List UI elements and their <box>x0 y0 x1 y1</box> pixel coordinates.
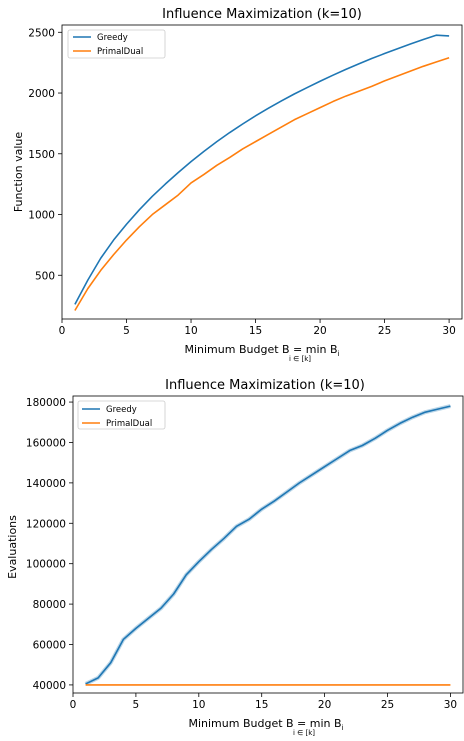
x-tick-label: 10 <box>184 325 197 337</box>
x-tick-label: 5 <box>123 325 130 337</box>
legend-box <box>67 29 166 59</box>
y-tick-label: 100000 <box>26 559 66 571</box>
chart-title: Influence Maximization (k=10) <box>165 378 365 393</box>
legend-box <box>77 400 166 430</box>
y-tick-label: 160000 <box>26 437 66 449</box>
y-axis-label: Evaluations <box>6 515 19 579</box>
x-axis-label-subscript: i ∈ [k] <box>293 729 315 737</box>
y-tick-label: 60000 <box>33 640 66 652</box>
y-tick-label: 120000 <box>26 518 66 530</box>
y-tick-label: 1500 <box>28 149 55 161</box>
plot-frame <box>61 24 463 320</box>
series-line-greedy <box>85 405 451 685</box>
x-tick-label: 10 <box>192 699 205 711</box>
y-tick-label: 140000 <box>26 478 66 490</box>
x-axis-label-subscript: i ∈ [k] <box>289 355 311 363</box>
x-tick-label: 0 <box>59 325 66 337</box>
legend: Greedy PrimalDual <box>77 400 166 430</box>
x-tick-label: 30 <box>444 699 457 711</box>
series-line-primaldual <box>74 57 450 311</box>
legend-label-primaldual: PrimalDual <box>106 419 152 429</box>
chart-evaluations: Influence Maximization (k=10) Evaluation… <box>6 378 464 737</box>
y-tick-label: 80000 <box>33 599 66 611</box>
x-tick-label: 25 <box>381 699 394 711</box>
x-tick-label: 15 <box>255 699 268 711</box>
x-tick-label: 0 <box>70 699 77 711</box>
x-axis-label-main: Minimum Budget B = min B <box>184 343 337 356</box>
y-tick-label: 2000 <box>28 88 55 100</box>
y-axis-label: Function value <box>12 132 25 213</box>
chart-function-value: Influence Maximization (k=10) Function v… <box>12 7 463 363</box>
legend-label-primaldual: PrimalDual <box>97 47 143 57</box>
legend-label-greedy: Greedy <box>97 33 128 43</box>
legend-label-greedy: Greedy <box>106 405 137 415</box>
x-axis-label-var-subscript: i <box>342 724 344 732</box>
x-tick-label: 25 <box>378 325 391 337</box>
series-line-greedy-band <box>84 404 451 686</box>
x-tick-label: 20 <box>313 325 326 337</box>
y-tick-label: 40000 <box>33 680 66 692</box>
x-axis-label: Minimum Budget B = min Bi <box>188 717 343 732</box>
y-tick-label: 1000 <box>28 210 55 222</box>
y-tick-label: 500 <box>35 270 55 282</box>
y-tick-label: 2500 <box>28 27 55 39</box>
y-tick-label: 180000 <box>26 397 66 409</box>
series-line-greedy <box>74 34 450 305</box>
x-tick-label: 15 <box>249 325 262 337</box>
x-axis-label-main: Minimum Budget B = min B <box>188 717 341 730</box>
chart-title: Influence Maximization (k=10) <box>162 7 362 22</box>
x-tick-label: 30 <box>442 325 455 337</box>
legend: Greedy PrimalDual <box>67 29 166 59</box>
x-axis-label: Minimum Budget B = min Bi <box>184 343 339 358</box>
x-tick-label: 20 <box>318 699 331 711</box>
x-tick-label: 5 <box>133 699 140 711</box>
x-axis-label-var-subscript: i <box>338 350 340 358</box>
plot-frame <box>72 395 464 694</box>
